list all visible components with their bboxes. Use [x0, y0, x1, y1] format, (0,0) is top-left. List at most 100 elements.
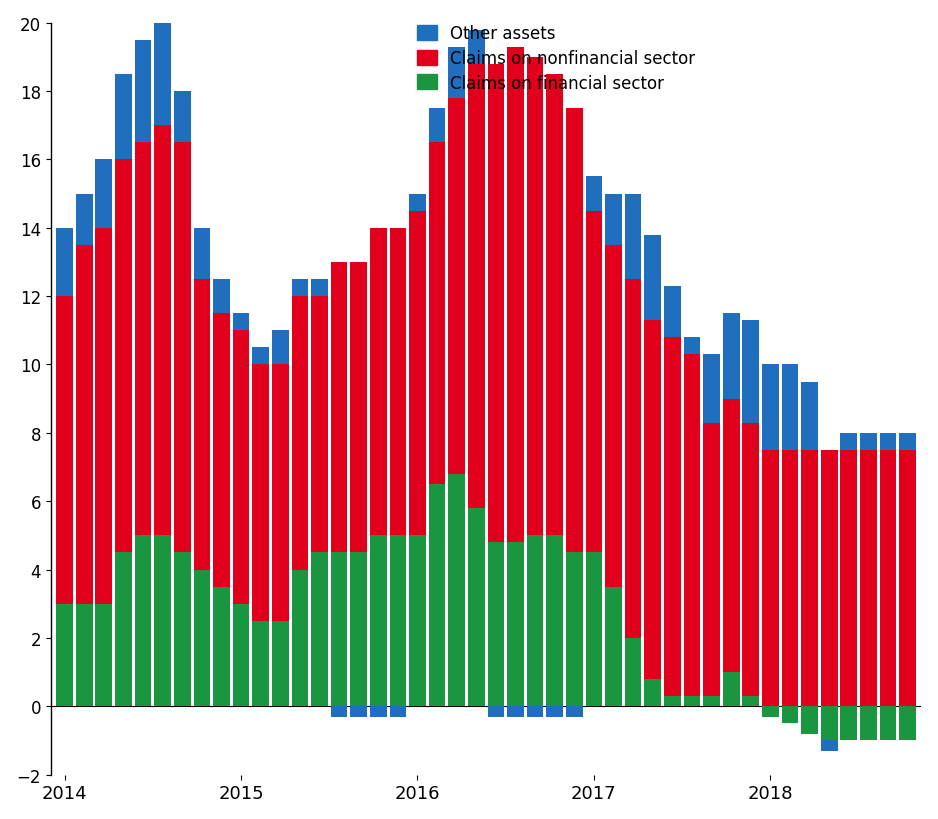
Bar — [880, 707, 897, 740]
Bar — [311, 553, 327, 707]
Bar — [644, 320, 661, 679]
Bar — [684, 355, 701, 696]
Bar — [860, 433, 877, 450]
Bar — [566, 109, 582, 553]
Bar — [781, 707, 798, 723]
Bar — [547, 707, 563, 717]
Bar — [488, 65, 505, 542]
Bar — [821, 740, 838, 751]
Bar — [311, 279, 327, 296]
Bar — [174, 553, 190, 707]
Bar — [585, 553, 602, 707]
Bar — [585, 177, 602, 211]
Bar — [605, 246, 622, 587]
Bar — [252, 348, 269, 365]
Bar — [900, 450, 915, 707]
Bar — [448, 48, 465, 99]
Bar — [213, 587, 230, 707]
Bar — [389, 707, 406, 717]
Legend: Other assets, Claims on nonfinancial sector, Claims on financial sector: Other assets, Claims on nonfinancial sec… — [408, 17, 704, 101]
Bar — [429, 109, 446, 143]
Bar — [860, 707, 877, 740]
Bar — [468, 30, 485, 65]
Bar — [272, 621, 289, 707]
Bar — [292, 570, 309, 707]
Bar — [801, 382, 818, 450]
Bar — [801, 450, 818, 707]
Bar — [135, 143, 151, 536]
Bar — [155, 126, 171, 536]
Bar — [860, 450, 877, 707]
Bar — [370, 536, 386, 707]
Bar — [272, 331, 289, 365]
Bar — [762, 707, 779, 717]
Bar — [96, 161, 113, 229]
Bar — [135, 536, 151, 707]
Bar — [488, 707, 505, 717]
Bar — [625, 279, 642, 638]
Bar — [115, 553, 131, 707]
Bar — [605, 194, 622, 246]
Bar — [644, 679, 661, 707]
Bar — [370, 707, 386, 717]
Bar — [821, 450, 838, 707]
Bar — [840, 707, 857, 740]
Bar — [625, 638, 642, 707]
Bar — [409, 194, 426, 211]
Bar — [468, 509, 485, 707]
Bar — [566, 553, 582, 707]
Bar — [193, 570, 210, 707]
Bar — [704, 696, 719, 707]
Bar — [429, 143, 446, 485]
Bar — [547, 75, 563, 536]
Bar — [900, 707, 915, 740]
Bar — [625, 194, 642, 279]
Bar — [664, 696, 681, 707]
Bar — [507, 707, 523, 717]
Bar — [723, 314, 739, 399]
Bar — [527, 58, 543, 536]
Bar — [527, 707, 543, 717]
Bar — [781, 450, 798, 707]
Bar — [155, 536, 171, 707]
Bar — [76, 194, 93, 246]
Bar — [664, 287, 681, 337]
Bar — [331, 263, 347, 553]
Bar — [331, 707, 347, 717]
Bar — [743, 696, 759, 707]
Bar — [56, 604, 73, 707]
Bar — [840, 450, 857, 707]
Bar — [233, 604, 250, 707]
Bar — [723, 399, 739, 672]
Bar — [331, 553, 347, 707]
Bar — [213, 279, 230, 314]
Bar — [900, 433, 915, 450]
Bar — [801, 707, 818, 734]
Bar — [880, 433, 897, 450]
Bar — [135, 41, 151, 143]
Bar — [252, 621, 269, 707]
Bar — [448, 474, 465, 707]
Bar — [781, 365, 798, 450]
Bar — [704, 355, 719, 423]
Bar — [605, 587, 622, 707]
Bar — [409, 536, 426, 707]
Bar — [115, 75, 131, 161]
Bar — [233, 331, 250, 604]
Bar — [704, 423, 719, 696]
Bar — [644, 235, 661, 320]
Bar — [389, 536, 406, 707]
Bar — [468, 65, 485, 509]
Bar — [76, 246, 93, 604]
Bar — [880, 450, 897, 707]
Bar — [252, 365, 269, 621]
Bar — [193, 279, 210, 570]
Bar — [292, 279, 309, 296]
Bar — [488, 542, 505, 707]
Bar — [115, 161, 131, 553]
Bar — [743, 423, 759, 696]
Bar — [664, 337, 681, 696]
Bar — [723, 672, 739, 707]
Bar — [585, 211, 602, 553]
Bar — [566, 707, 582, 717]
